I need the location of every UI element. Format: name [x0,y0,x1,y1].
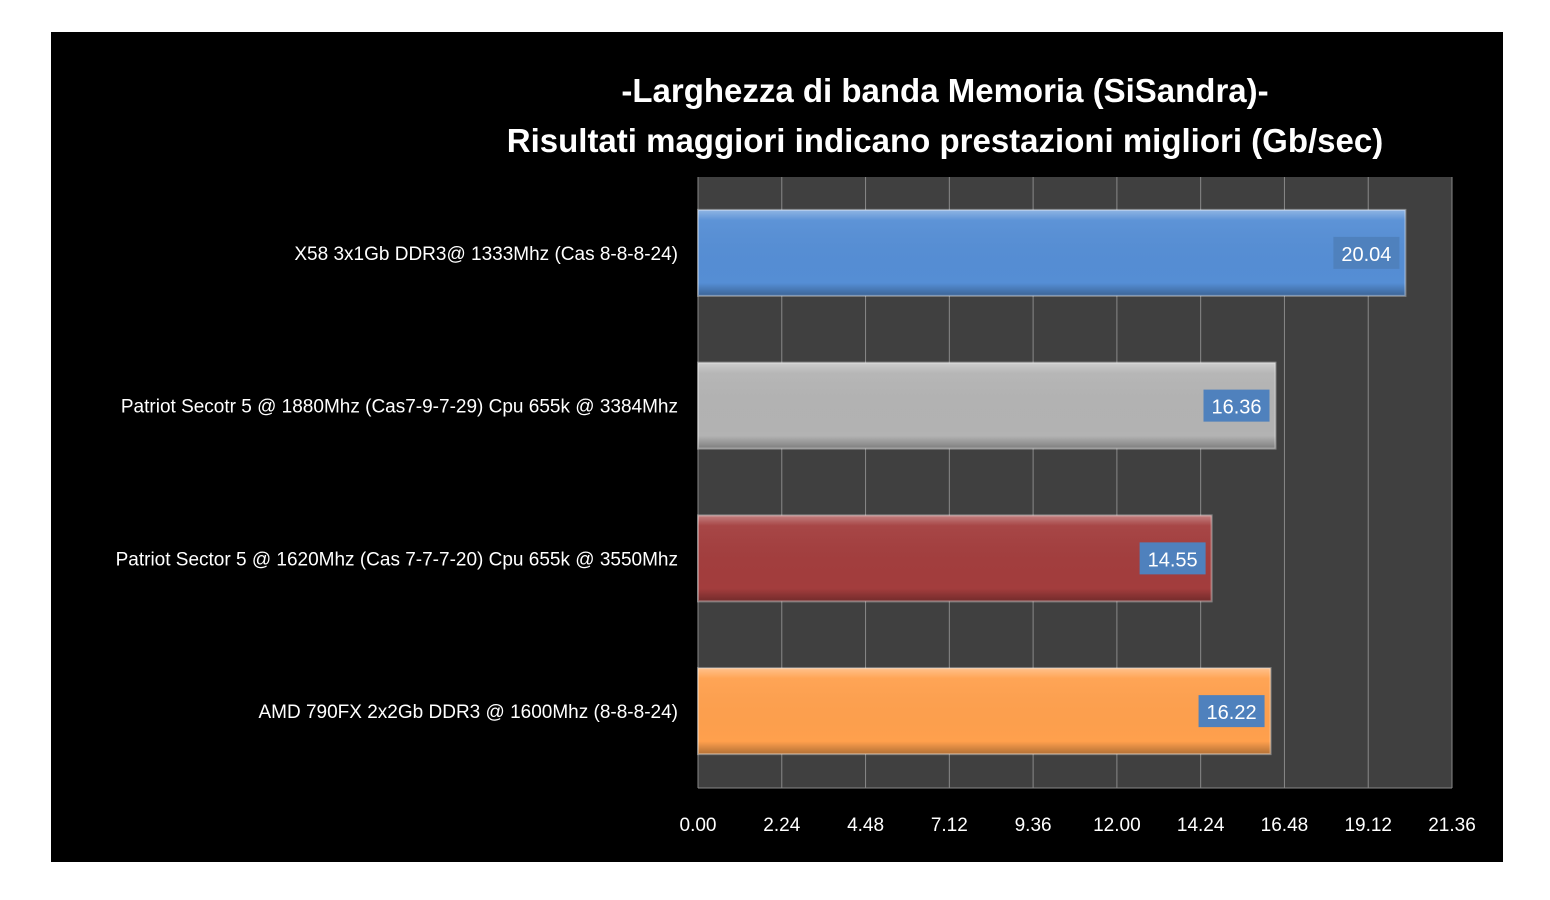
x-tick-label: 9.36 [1015,815,1052,836]
chart-title: -Larghezza di banda Memoria (SiSandra)- [621,72,1269,109]
bar-highlight [697,667,1272,756]
data-label: 14.55 [1148,549,1198,571]
data-label: 16.36 [1211,397,1261,419]
bar-highlight [697,361,1277,450]
category-label: AMD 790FX 2x2Gb DDR3 @ 1600Mhz (8-8-8-24… [258,702,678,723]
category-label: X58 3x1Gb DDR3@ 1333Mhz (Cas 8-8-8-24) [294,244,678,265]
x-tick-label: 19.12 [1344,815,1392,836]
bar-highlight [697,514,1213,603]
x-tick-label: 16.48 [1261,815,1309,836]
x-tick-label: 4.48 [847,815,884,836]
category-label: Patriot Secotr 5 @ 1880Mhz (Cas7-9-7-29)… [121,397,678,418]
chart-subtitle: Risultati maggiori indicano prestazioni … [506,122,1384,159]
data-label: 20.04 [1341,244,1391,266]
x-tick-label: 21.36 [1428,815,1476,836]
bar-highlight [697,208,1407,297]
x-tick-label: 0.00 [680,815,717,836]
data-label-box [1333,236,1400,269]
x-tick-label: 2.24 [763,815,800,836]
category-label: Patriot Sector 5 @ 1620Mhz (Cas 7-7-7-20… [116,549,678,570]
x-tick-label: 12.00 [1093,815,1141,836]
data-label-box [1139,542,1206,575]
x-tick-label: 7.12 [931,815,968,836]
data-label-box [1198,695,1265,728]
data-label-box [1203,389,1270,422]
data-label: 16.22 [1207,702,1257,724]
x-tick-label: 14.24 [1177,815,1225,836]
